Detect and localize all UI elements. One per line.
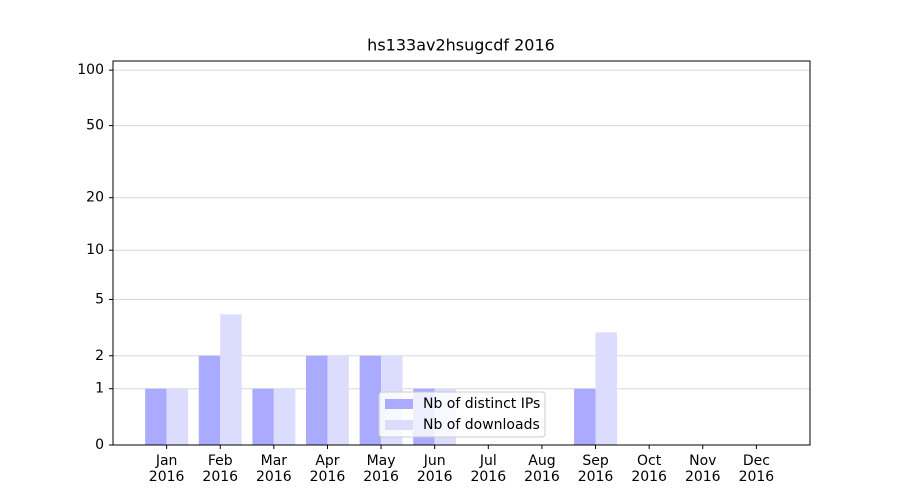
x-tick-label: Jul [479, 453, 497, 469]
x-tick-label: 2016 [739, 469, 775, 485]
x-tick-label: 2016 [149, 469, 185, 485]
legend-label: Nb of distinct IPs [423, 396, 540, 412]
bar [595, 332, 617, 445]
x-tick-label: 2016 [524, 469, 560, 485]
x-tick-label: Apr [315, 453, 339, 469]
y-tick-label: 5 [95, 291, 104, 307]
x-tick-label: 2016 [310, 469, 346, 485]
bar [166, 388, 189, 445]
x-tick-label: 2016 [417, 469, 453, 485]
bar [327, 355, 349, 445]
bar [359, 355, 382, 445]
axes-frame [112, 60, 811, 446]
y-tick-label: 10 [86, 242, 104, 258]
bar [252, 388, 274, 445]
x-tick-label: 2016 [470, 469, 506, 485]
x-tick-label: Oct [637, 453, 662, 469]
x-tick-label: 2016 [202, 469, 238, 485]
legend-swatch [385, 420, 413, 430]
bar [273, 388, 296, 445]
y-tick-label: 50 [86, 118, 104, 134]
x-tick-label: Feb [208, 453, 233, 469]
y-tick-label: 0 [95, 437, 104, 453]
bar [220, 314, 242, 445]
bar [145, 388, 167, 445]
x-tick-label: 2016 [631, 469, 667, 485]
y-tick-label: 1 [95, 381, 104, 397]
y-tick-label: 20 [86, 190, 104, 206]
x-tick-label: Jun [423, 453, 446, 469]
x-tick-label: Nov [689, 453, 716, 469]
x-tick-label: 2016 [578, 469, 614, 485]
x-tick-label: Jan [155, 453, 178, 469]
bar [306, 355, 328, 445]
x-tick-label: May [367, 453, 396, 469]
x-tick-label: 2016 [256, 469, 292, 485]
x-tick-label: 2016 [685, 469, 721, 485]
legend-box [378, 391, 546, 438]
x-tick-label: Sep [582, 453, 609, 469]
labels: 0125102050100Jan2016Feb2016Mar2016Apr201… [77, 62, 774, 485]
legend-label: Nb of downloads [423, 417, 540, 433]
y-tick-label: 2 [95, 348, 104, 364]
legend-swatch [385, 399, 413, 409]
x-tick-label: Mar [261, 453, 288, 469]
x-tick-label: 2016 [363, 469, 399, 485]
bar [574, 388, 596, 445]
bar [198, 355, 221, 445]
x-tick-label: Dec [743, 453, 770, 469]
x-tick-label: Aug [528, 453, 555, 469]
chart-title: hs133av2hsugcdf 2016 [367, 36, 555, 55]
y-tick-label: 100 [77, 62, 104, 78]
